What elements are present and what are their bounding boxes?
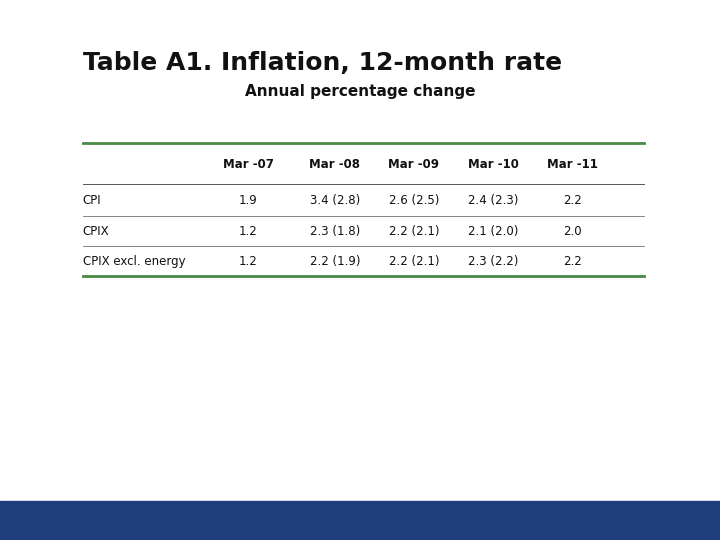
- Text: 2.2: 2.2: [563, 255, 582, 268]
- Text: Mar -08: Mar -08: [310, 158, 360, 171]
- Text: Mar -11: Mar -11: [547, 158, 598, 171]
- Text: Sources: Statistics Sweden and the Riksbank: Sources: Statistics Sweden and the Riksb…: [306, 514, 644, 527]
- Text: CPIX: CPIX: [83, 225, 109, 238]
- Text: Mar -09: Mar -09: [389, 158, 439, 171]
- Text: 2.4 (2.3): 2.4 (2.3): [468, 194, 518, 207]
- Text: 1.2: 1.2: [239, 225, 258, 238]
- Text: 2.2 (1.9): 2.2 (1.9): [310, 255, 360, 268]
- Text: SVERIGES
RIKSBANK: SVERIGES RIKSBANK: [639, 80, 675, 91]
- Text: CPI: CPI: [83, 194, 102, 207]
- Text: 2.2: 2.2: [563, 194, 582, 207]
- Text: 2.0: 2.0: [563, 225, 582, 238]
- Text: 1.2: 1.2: [239, 255, 258, 268]
- Text: 2.3 (1.8): 2.3 (1.8): [310, 225, 360, 238]
- Text: Mar -07: Mar -07: [223, 158, 274, 171]
- Text: CPIX excl. energy: CPIX excl. energy: [83, 255, 186, 268]
- Text: 2.2 (2.1): 2.2 (2.1): [389, 225, 439, 238]
- Text: 2.3 (2.2): 2.3 (2.2): [468, 255, 518, 268]
- Text: 2.1 (2.0): 2.1 (2.0): [468, 225, 518, 238]
- Text: 2.6 (2.5): 2.6 (2.5): [389, 194, 439, 207]
- Text: Annual percentage change: Annual percentage change: [245, 84, 475, 99]
- Text: 3.4 (2.8): 3.4 (2.8): [310, 194, 360, 207]
- Text: Mar -10: Mar -10: [468, 158, 518, 171]
- Text: Table A1. Inflation, 12-month rate: Table A1. Inflation, 12-month rate: [83, 51, 562, 75]
- Text: 2.2 (2.1): 2.2 (2.1): [389, 255, 439, 268]
- Text: 1.9: 1.9: [239, 194, 258, 207]
